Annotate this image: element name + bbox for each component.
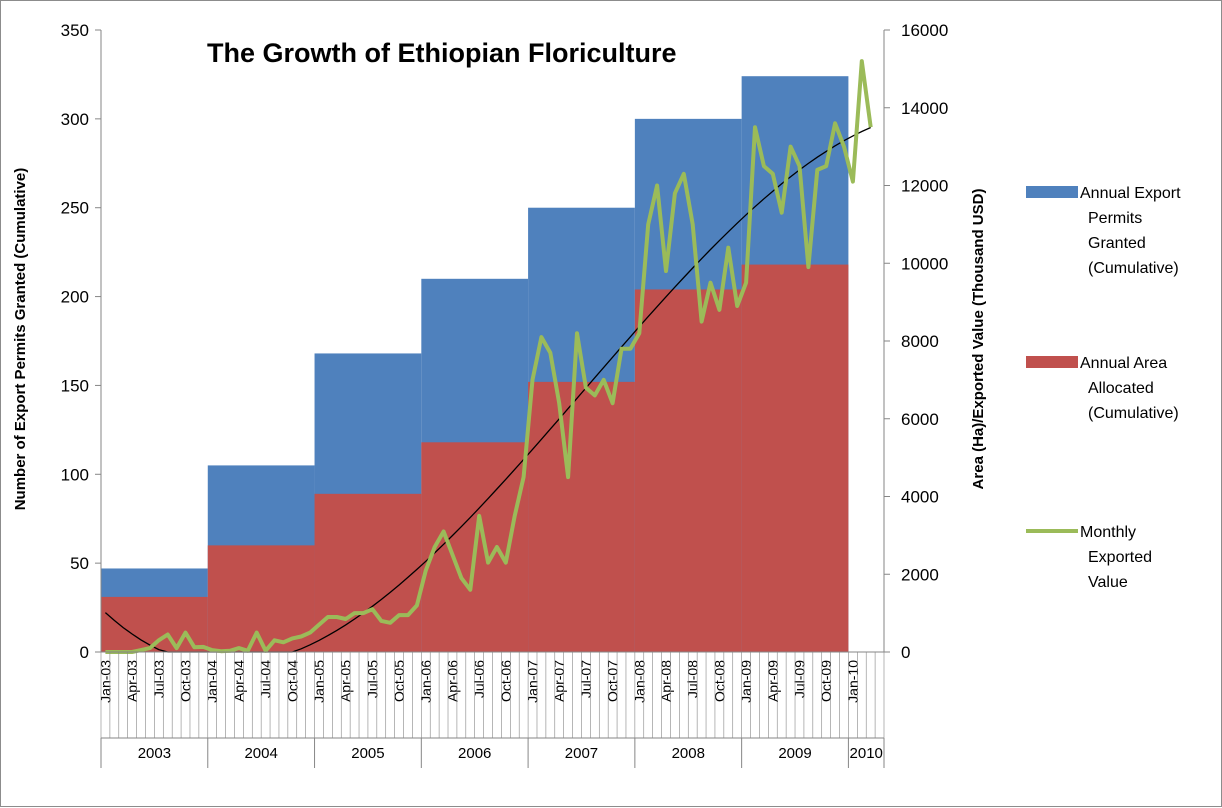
y-left-tick-label: 200 <box>61 288 89 307</box>
x-tick-label: Jul-09 <box>791 660 807 698</box>
x-tick-label: Jul-08 <box>685 660 701 698</box>
legend-label-line: Permits <box>1088 210 1142 227</box>
y-left-tick-label: 0 <box>80 643 89 662</box>
x-tick-label: Jan-09 <box>738 660 754 703</box>
legend: Annual Export Permits Granted (Cumulativ… <box>1026 185 1181 591</box>
y-left-tick-label: 300 <box>61 110 89 129</box>
y-left-tick-label: 100 <box>61 465 89 484</box>
legend-label-line: Granted <box>1088 235 1146 252</box>
axes-layer: 0 50 100 150 200 250 300 350 0 2000 4000 6000 8000 10… <box>61 21 949 662</box>
area-bar-2005 <box>314 493 422 652</box>
year-label-2007: 2007 <box>565 745 598 762</box>
monthly-value-line <box>105 59 873 654</box>
x-tick-label: Apr-03 <box>124 660 140 702</box>
area-bar-2004 <box>207 545 315 652</box>
chart-title: The Growth of Ethiopian Floriculture <box>207 38 676 68</box>
y-right-tick-label: 12000 <box>901 177 948 196</box>
area-bar-2007 <box>528 381 635 652</box>
year-label-2008: 2008 <box>672 745 705 762</box>
legend-label-line: Annual Area <box>1080 355 1167 372</box>
x-tick-label: Jan-03 <box>97 660 113 703</box>
legend-swatch-1 <box>1026 356 1078 368</box>
x-tick-label: Oct-03 <box>178 660 194 702</box>
y-right-tick-label: 16000 <box>901 21 948 40</box>
year-label-2010: 2010 <box>850 745 883 762</box>
x-tick-label: Apr-04 <box>231 660 247 702</box>
y-right-tick-label: 10000 <box>901 254 948 273</box>
x-tick-label: Jan-05 <box>311 660 327 703</box>
y-axis-right-title: Area (Ha)/Exported Value (Thousand USD) <box>970 189 987 490</box>
legend-label-line: Allocated <box>1088 380 1154 397</box>
legend-label-line: Exported <box>1088 549 1152 566</box>
x-tick-label: Jan-10 <box>845 660 861 703</box>
legend-label-line: Monthly <box>1080 524 1136 541</box>
y-left-tick-label: 150 <box>61 376 89 395</box>
y-right-tick-label: 0 <box>901 643 910 662</box>
y-left-tick-label: 250 <box>61 199 89 218</box>
year-label-2003: 2003 <box>138 745 171 762</box>
x-tick-label: Jul-04 <box>258 660 274 698</box>
x-tick-label: Jan-04 <box>204 660 220 703</box>
legend-swatch-0 <box>1026 186 1078 198</box>
x-tick-label: Oct-04 <box>284 660 300 702</box>
year-label-2009: 2009 <box>778 745 811 762</box>
y-right-tick-label: 2000 <box>901 565 939 584</box>
x-tick-label: Jan-07 <box>525 660 541 703</box>
x-tick-label: Apr-09 <box>765 660 781 702</box>
x-tick-label: Oct-07 <box>605 660 621 702</box>
y-right-tick-label: 6000 <box>901 410 939 429</box>
x-tick-label: Jul-03 <box>151 660 167 698</box>
y-left-tick-label: 350 <box>61 21 89 40</box>
x-tick-label: Apr-06 <box>444 660 460 702</box>
year-label-2005: 2005 <box>351 745 384 762</box>
x-tick-label: Oct-08 <box>711 660 727 702</box>
legend-label-line: Value <box>1088 574 1128 591</box>
legend-label-line: (Cumulative) <box>1088 405 1179 422</box>
y-right-tick-label: 8000 <box>901 332 939 351</box>
area-bar-2008 <box>634 289 742 652</box>
y-left-tick-label: 50 <box>70 554 89 573</box>
x-tick-label: Jul-07 <box>578 660 594 698</box>
x-tick-label: Jul-05 <box>364 660 380 698</box>
legend-label-line: Annual Export <box>1080 185 1181 202</box>
legend-label-line: (Cumulative) <box>1088 260 1179 277</box>
year-label-2004: 2004 <box>244 745 277 762</box>
area-bar-2009 <box>741 264 849 652</box>
x-tick-label: Oct-05 <box>391 660 407 702</box>
x-tick-label: Apr-07 <box>551 660 567 702</box>
x-tick-label: Jan-08 <box>631 660 647 703</box>
y-axis-left-title: Number of Export Permits Granted (Cumula… <box>12 168 29 511</box>
y-right-tick-label: 4000 <box>901 488 939 507</box>
y-right-tick-label: 14000 <box>901 99 948 118</box>
x-tick-label: Jan-06 <box>418 660 434 703</box>
value-line-layer <box>105 59 873 654</box>
x-tick-label: Apr-05 <box>338 660 354 702</box>
x-tick-label: Oct-06 <box>498 660 514 702</box>
x-tick-label: Oct-09 <box>818 660 834 702</box>
x-tick-label: Jul-06 <box>471 660 487 698</box>
x-axis-layer: Jan-03 Apr-03 Jul-03 Oct-03 Jan-04 Apr-04 Jul-… <box>97 651 885 768</box>
year-label-2006: 2006 <box>458 745 491 762</box>
x-tick-label: Apr-08 <box>658 660 674 702</box>
